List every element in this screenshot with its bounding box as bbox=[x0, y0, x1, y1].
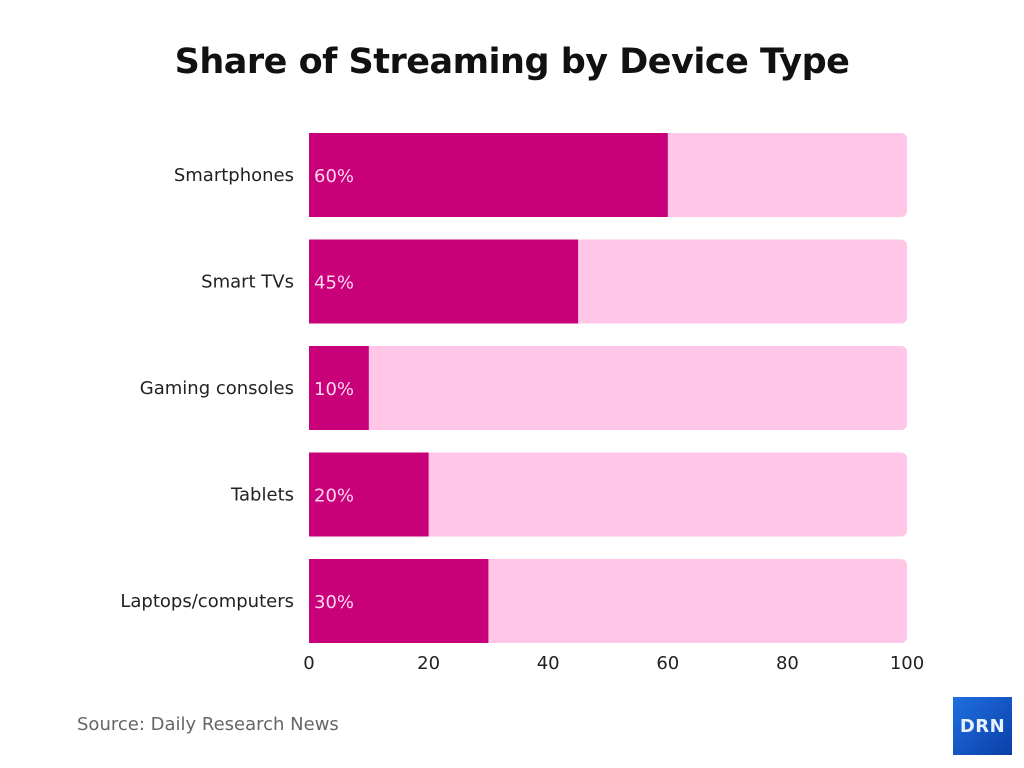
drn-logo: DRN bbox=[953, 697, 1012, 755]
bar-edge bbox=[309, 346, 313, 430]
bar bbox=[309, 452, 429, 537]
data-label: 20% bbox=[314, 486, 354, 507]
x-tick-label: 20 bbox=[417, 653, 440, 674]
bar bbox=[309, 133, 668, 217]
chart-title: Share of Streaming by Device Type bbox=[174, 42, 850, 82]
bar-edge bbox=[309, 559, 313, 643]
category-label: Smart TVs bbox=[201, 272, 294, 293]
data-label: 30% bbox=[314, 592, 354, 613]
data-label: 10% bbox=[314, 379, 354, 400]
bar-track bbox=[309, 346, 907, 430]
category-label: Gaming consoles bbox=[140, 378, 294, 399]
bar-edge bbox=[309, 452, 313, 537]
x-tick-label: 100 bbox=[890, 653, 924, 674]
bar bbox=[309, 239, 579, 324]
bar bbox=[309, 559, 489, 643]
category-label: Smartphones bbox=[174, 165, 294, 186]
category-label: Tablets bbox=[230, 485, 294, 506]
bar bbox=[309, 346, 369, 430]
bar-edge bbox=[309, 133, 313, 217]
bar-track bbox=[309, 452, 907, 537]
x-tick-label: 80 bbox=[776, 653, 799, 674]
x-tick-label: 60 bbox=[656, 653, 679, 674]
bar-edge bbox=[309, 239, 313, 324]
data-label: 45% bbox=[314, 273, 354, 294]
x-tick-label: 0 bbox=[303, 653, 314, 674]
data-label: 60% bbox=[314, 166, 354, 187]
category-label: Laptops/computers bbox=[120, 591, 294, 612]
source-note: Source: Daily Research News bbox=[77, 714, 339, 735]
x-tick-label: 40 bbox=[537, 653, 560, 674]
